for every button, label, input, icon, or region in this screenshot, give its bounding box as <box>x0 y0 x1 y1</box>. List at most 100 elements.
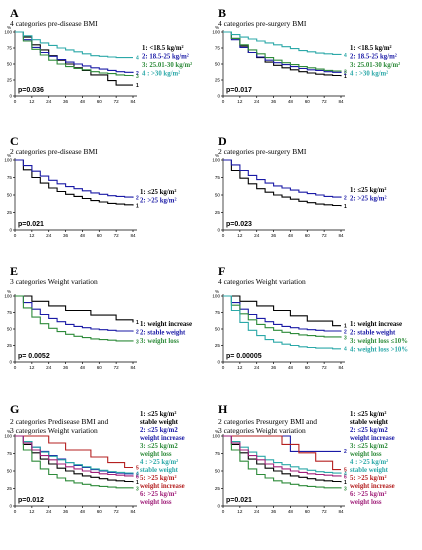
x-tick-label: 36 <box>271 233 277 238</box>
curve-end-label: 3 <box>136 486 139 492</box>
curve-end-label: 1 <box>344 204 347 210</box>
y-tick-label: 0 <box>9 94 12 99</box>
x-tick-label: 24 <box>46 233 52 238</box>
legend-entry: 3: ≤25 kg/m2 <box>350 443 388 450</box>
curve-end-label: 2 <box>344 196 347 202</box>
survival-curve-5 <box>223 435 341 471</box>
survival-curve-2 <box>223 295 342 332</box>
y-tick-label: 25 <box>215 343 221 348</box>
curve-end-label: 1 <box>136 320 139 326</box>
x-tick-label: 72 <box>114 99 120 104</box>
y-tick-label: 100 <box>212 434 220 439</box>
y-tick-label: 25 <box>7 210 13 215</box>
curve-end-label: 3 <box>136 339 139 345</box>
x-tick-label: 0 <box>14 99 17 104</box>
x-tick-label: 48 <box>288 509 294 514</box>
x-tick-label: 48 <box>80 509 86 514</box>
y-tick-label: 50 <box>215 62 221 67</box>
y-tick-label: 75 <box>215 46 221 51</box>
x-tick-label: 36 <box>63 233 69 238</box>
y-tick-label: 50 <box>7 62 13 67</box>
curve-end-label: 1 <box>344 74 347 80</box>
curve-end-label: 4 <box>344 347 347 353</box>
legend-entry: 4 : >25 kg/m² <box>140 459 178 466</box>
legend-entry: 6: >25 kg/m² <box>140 491 177 498</box>
x-tick-label: 48 <box>80 365 86 370</box>
survival-curve-2 <box>15 31 134 73</box>
survival-curve-2 <box>15 159 134 198</box>
y-tick-label: 100 <box>212 30 220 35</box>
survival-curve-3 <box>15 31 134 77</box>
curve-end-label: 6 <box>136 474 139 480</box>
panel-e: E3 categories Weight variation%025507510… <box>4 264 192 370</box>
legend-entry: 4: weight loss >10% <box>350 347 408 354</box>
legend-entry: 3: ≤25 kg/m2 <box>140 443 178 450</box>
curve-end-label: 1 <box>136 83 139 89</box>
survival-curve-3 <box>15 295 134 342</box>
legend-entry: 3: weight loss <box>140 338 179 345</box>
legend-entry: 6: >25 kg/m² <box>350 491 387 498</box>
y-tick-label: 0 <box>217 94 220 99</box>
y-axis-label: % <box>215 153 219 158</box>
x-tick-label: 48 <box>80 233 86 238</box>
legend-entry: 1: ≤25 kg/m² <box>140 411 176 418</box>
curve-end-label: 1 <box>344 324 347 330</box>
x-tick-label: 48 <box>80 99 86 104</box>
curve-end-label: 1 <box>136 203 139 209</box>
survival-curve-3 <box>15 435 134 489</box>
y-axis-label: % <box>215 429 219 434</box>
legend-entry: stable weight <box>350 419 389 426</box>
x-tick-label: 60 <box>97 233 103 238</box>
legend-entry: 1: weight increase <box>350 321 402 328</box>
p-value: p=0.017 <box>226 87 252 94</box>
survival-curve-4 <box>223 435 342 474</box>
legend-entry: 1: <18.5 kg/m² <box>142 45 184 52</box>
legend-entry: 1: ≤25 kg/m² <box>350 187 386 194</box>
x-tick-label: 24 <box>254 233 260 238</box>
x-tick-label: 36 <box>63 365 69 370</box>
x-tick-label: 84 <box>130 509 136 514</box>
x-tick-label: 12 <box>237 365 243 370</box>
curve-end-label: 1 <box>136 480 139 486</box>
y-tick-label: 0 <box>9 360 12 365</box>
curve-end-label: 2 <box>136 472 139 478</box>
panel-letter: B <box>218 6 226 20</box>
survival-curve-3 <box>223 295 342 338</box>
y-tick-label: 25 <box>7 78 13 83</box>
legend-entry: 2: stable weight <box>140 330 186 337</box>
legend-entry: 3: weight loss ≤10% <box>350 338 408 345</box>
chart-title: 2 categories pre-disease BMI <box>10 147 98 156</box>
curve-end-label: 4 <box>136 472 139 478</box>
x-tick-label: 84 <box>338 233 344 238</box>
survival-curve-1 <box>223 159 342 207</box>
legend-entry: 1: ≤25 kg/m² <box>140 189 176 196</box>
panel-letter: H <box>218 402 228 416</box>
y-tick-label: 75 <box>7 46 13 51</box>
x-tick-label: 12 <box>237 99 243 104</box>
panel-letter: G <box>10 402 19 416</box>
y-tick-label: 75 <box>7 175 13 180</box>
y-axis-label: % <box>215 25 219 30</box>
survival-curve-1 <box>15 435 134 483</box>
x-tick-label: 60 <box>97 365 103 370</box>
survival-curve-6 <box>15 435 134 477</box>
x-tick-label: 0 <box>14 233 17 238</box>
legend-entry: 1: weight increase <box>140 321 192 328</box>
y-tick-label: 100 <box>4 294 12 299</box>
chart-title: 2 categories pre-surgery BMI <box>218 147 307 156</box>
x-tick-label: 0 <box>14 365 17 370</box>
legend-entry: 1: ≤25 kg/m² <box>350 411 386 418</box>
legend-entry: 2: ≤25 kg/m2 <box>140 427 178 434</box>
y-axis-label: % <box>215 289 219 294</box>
p-value: p= 0.00005 <box>226 353 262 360</box>
y-tick-label: 50 <box>215 327 221 332</box>
x-tick-label: 72 <box>322 99 328 104</box>
legend-entry: weight loss <box>140 499 172 506</box>
curve-end-label: 4 <box>344 472 347 478</box>
x-tick-label: 72 <box>114 233 120 238</box>
legend-entry: 2: 18.5-25 kg/m² <box>142 54 189 61</box>
x-tick-label: 84 <box>338 365 344 370</box>
legend-entry: 2: >25 kg/m² <box>140 198 177 205</box>
x-tick-label: 12 <box>29 365 35 370</box>
